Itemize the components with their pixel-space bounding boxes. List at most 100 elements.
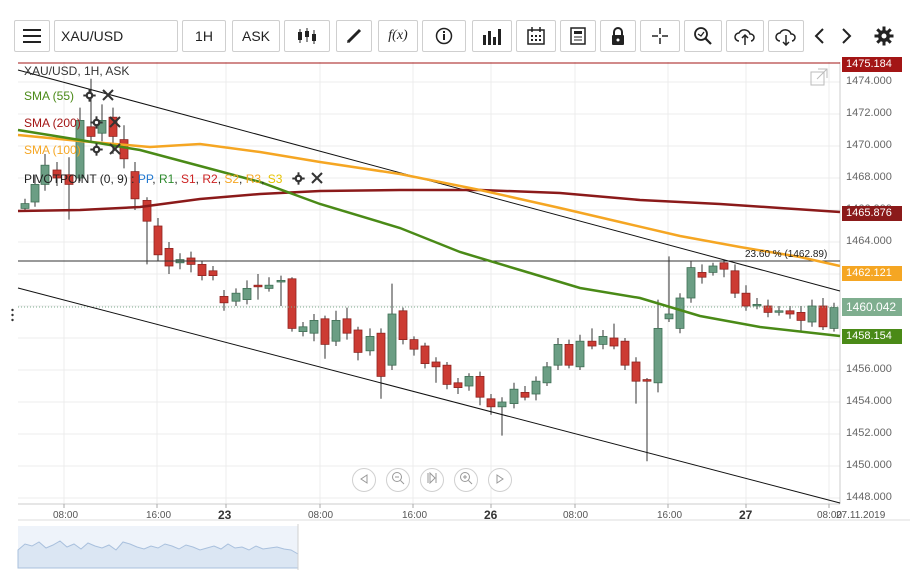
y-tick-label: 1472.000	[846, 107, 892, 119]
upload-button[interactable]	[726, 20, 764, 52]
scroll-left-button[interactable]	[806, 20, 832, 52]
y-tick-label: 1454.000	[846, 395, 892, 407]
candle-body	[387, 313, 397, 366]
crosshair-button[interactable]	[640, 20, 680, 52]
indicator-sma55[interactable]: SMA (55)	[24, 89, 115, 105]
gear-icon[interactable]	[83, 89, 97, 105]
candle-body	[30, 183, 40, 203]
gear-icon[interactable]	[292, 172, 305, 188]
candle-body	[264, 284, 274, 289]
zoom-in-button[interactable]	[454, 468, 478, 492]
candle-body	[40, 164, 50, 185]
timeframe-label: 1H	[195, 28, 213, 44]
candle-body	[675, 297, 685, 329]
candle-body	[774, 310, 784, 313]
zoom-button[interactable]	[684, 20, 722, 52]
pan-right-button[interactable]	[488, 468, 512, 492]
crosshair-icon	[650, 26, 670, 46]
settings-button[interactable]	[870, 20, 898, 52]
cloud-download-icon	[775, 26, 797, 46]
symbol-value: XAU/USD	[61, 28, 124, 44]
scroll-right-button[interactable]	[834, 20, 860, 52]
candle-body	[142, 199, 152, 222]
menu-button[interactable]	[14, 20, 50, 52]
calendar-icon	[526, 26, 546, 46]
document-icon	[570, 27, 586, 45]
candle-body	[442, 364, 452, 385]
candle-body	[542, 366, 552, 384]
candle-body	[242, 287, 252, 300]
candle-body	[686, 267, 696, 299]
candle-body	[564, 343, 574, 366]
close-icon[interactable]	[311, 172, 323, 188]
indicator-lines	[17, 62, 841, 504]
candle-body	[796, 311, 806, 321]
candle-body	[464, 375, 474, 387]
expand-icon[interactable]	[810, 68, 828, 86]
indicator-pivotpoint[interactable]: PIVOTPOINT (0, 9) : PP, R1, S1, R2, S2, …	[24, 172, 323, 188]
gear-icon	[874, 26, 894, 46]
price-tag-sma200-high: 1475.184	[842, 57, 902, 72]
calendar-button[interactable]	[516, 20, 556, 52]
candle-body	[807, 305, 817, 323]
x-label-3: 08:00	[308, 510, 334, 521]
symbol-input[interactable]: XAU/USD	[54, 20, 178, 52]
download-button[interactable]	[768, 20, 804, 52]
x-label-4: 16:00	[402, 510, 428, 521]
candle-body	[97, 120, 107, 134]
gear-icon[interactable]	[90, 143, 103, 159]
zoom-in-icon	[459, 471, 473, 490]
candle-body	[309, 319, 319, 334]
candle-body	[763, 305, 773, 313]
candle-body	[398, 310, 408, 340]
candle-body	[475, 375, 485, 398]
candle-body	[64, 174, 74, 185]
lock-icon	[610, 26, 626, 46]
candle-body	[320, 318, 330, 345]
close-icon[interactable]	[109, 116, 121, 132]
candle-body	[431, 361, 441, 368]
layout-button[interactable]	[560, 20, 596, 52]
y-tick-label: 1452.000	[846, 427, 892, 439]
candle-body	[575, 340, 585, 368]
candle-body	[20, 203, 30, 209]
close-icon[interactable]	[102, 89, 115, 105]
hamburger-icon	[23, 29, 41, 43]
cloud-upload-icon	[734, 26, 756, 46]
pan-left-button[interactable]	[352, 468, 376, 492]
info-icon	[435, 27, 453, 45]
gear-icon[interactable]	[90, 116, 103, 132]
navigator[interactable]	[14, 524, 904, 570]
pivot-s1: S1	[180, 172, 196, 187]
indicator-sma200[interactable]: SMA (200)	[24, 116, 121, 132]
candle-body	[531, 380, 541, 395]
zoom-out-button[interactable]	[386, 468, 410, 492]
resize-handle[interactable]	[11, 308, 14, 322]
price-type-label: ASK	[241, 28, 270, 44]
x-label-2: 23	[218, 508, 232, 522]
timeframe-button[interactable]: 1H	[182, 20, 226, 52]
indicator-sma100[interactable]: SMA (100)	[24, 143, 121, 159]
candle-body	[208, 270, 218, 276]
chart-type-button[interactable]	[284, 20, 330, 52]
candle-body	[197, 263, 207, 276]
pivot-s2: S2	[224, 172, 240, 187]
candle-body	[376, 332, 386, 377]
indicators-button[interactable]: f(x)	[378, 20, 418, 52]
candle-body	[276, 279, 286, 283]
draw-tool-button[interactable]	[336, 20, 372, 52]
candle-body	[620, 340, 630, 366]
candle-body	[730, 270, 740, 294]
candle-body	[420, 345, 430, 365]
candle-body	[298, 326, 308, 332]
reset-button[interactable]	[420, 468, 444, 492]
pencil-icon	[345, 27, 363, 45]
close-icon[interactable]	[109, 143, 121, 159]
price-type-button[interactable]: ASK	[232, 20, 280, 52]
volume-button[interactable]	[472, 20, 512, 52]
sma100-label: SMA (100)	[24, 143, 81, 158]
lock-button[interactable]	[600, 20, 636, 52]
info-button[interactable]	[422, 20, 466, 52]
fibonacci-label: 23.60 % (1462.89)	[745, 249, 828, 260]
